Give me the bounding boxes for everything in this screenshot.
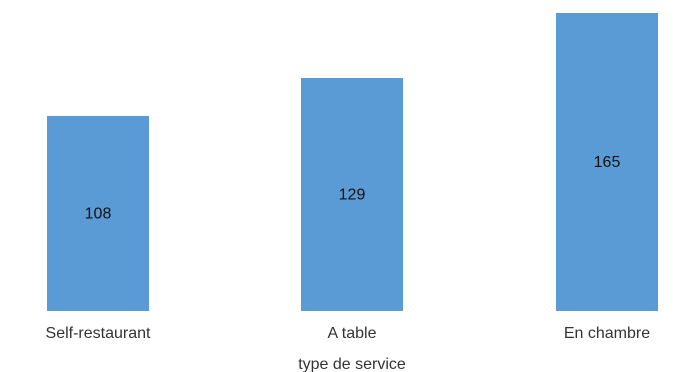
bar-a-table <box>301 78 403 311</box>
data-label-en-chambre: 165 <box>594 154 621 171</box>
x-tick-label-self-restaurant: Self-restaurant <box>46 325 151 342</box>
data-label-a-table: 129 <box>339 187 366 204</box>
data-label-self-restaurant: 108 <box>85 205 112 222</box>
x-tick-label-en-chambre: En chambre <box>564 325 650 342</box>
bars-group: 108 129 165 <box>47 13 658 311</box>
bar-self-restaurant <box>47 115 149 311</box>
x-axis-title: type de service <box>298 356 406 372</box>
bar-en-chambre <box>556 13 658 311</box>
x-tick-labels: Self-restaurant A table En chambre <box>46 325 651 342</box>
x-tick-label-a-table: A table <box>328 325 377 342</box>
